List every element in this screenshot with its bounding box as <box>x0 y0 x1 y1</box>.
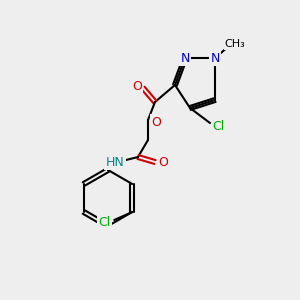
Text: O: O <box>158 155 168 169</box>
Text: CH₃: CH₃ <box>225 39 245 49</box>
Text: N: N <box>180 52 190 64</box>
Text: O: O <box>132 80 142 92</box>
Text: Cl: Cl <box>98 215 110 229</box>
Text: HN: HN <box>106 155 124 169</box>
Text: N: N <box>210 52 220 64</box>
Text: O: O <box>151 116 161 128</box>
Text: Cl: Cl <box>212 119 224 133</box>
